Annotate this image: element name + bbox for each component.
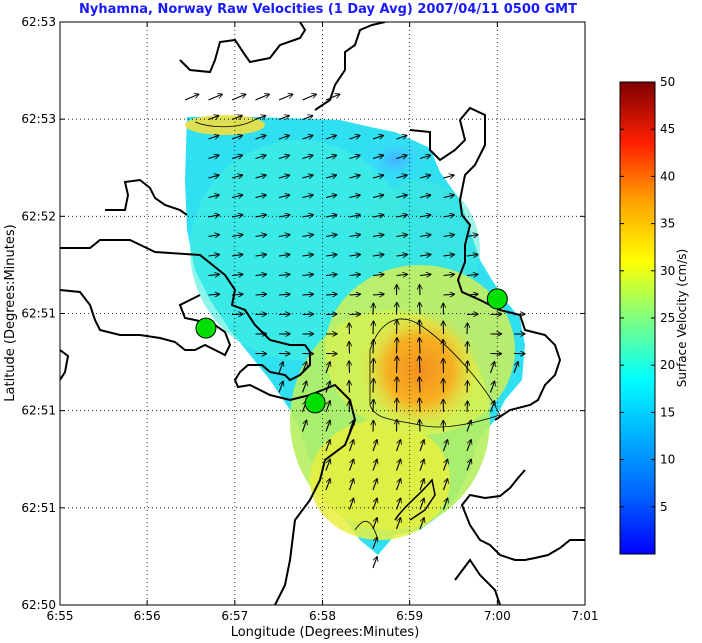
- velocity-arrow: [397, 356, 398, 373]
- velocity-arrow: [373, 379, 374, 393]
- velocity-arrow: [467, 381, 468, 393]
- y-tick-label: 62:52: [21, 209, 56, 223]
- x-tick-label: 6:58: [309, 609, 336, 623]
- velocity-arrow: [373, 359, 374, 373]
- colorbar-tick-label: 30: [660, 264, 675, 278]
- velocity-arrow: [419, 320, 420, 334]
- colorbar-tick-label: 20: [660, 358, 675, 372]
- radar-station-marker: [487, 289, 507, 309]
- x-tick-label: 6:57: [221, 609, 248, 623]
- velocity-arrow: [419, 377, 420, 393]
- y-tick-label: 62:51: [21, 501, 56, 515]
- x-axis-label: Longitude (Degrees:Minutes): [231, 625, 420, 639]
- velocity-arrow: [467, 342, 468, 354]
- colorbar-tick-label: 35: [660, 217, 675, 231]
- colorbar-tick-label: 45: [660, 122, 675, 136]
- velocity-arrow: [467, 361, 468, 373]
- x-tick-label: 6:59: [396, 609, 423, 623]
- colorbar-tick-label: 10: [660, 453, 675, 467]
- radar-station-marker: [305, 393, 325, 413]
- colorbar: [620, 82, 655, 554]
- velocity-arrow: [419, 356, 420, 373]
- colorbar-tick-label: 50: [660, 75, 675, 89]
- velocity-arrow: [373, 339, 374, 353]
- velocity-arrow: [419, 302, 420, 314]
- velocity-arrow: [419, 398, 420, 412]
- y-tick-label: 62:53: [21, 15, 56, 29]
- colorbar-label: Surface Velocity (cm/s): [675, 249, 689, 387]
- colorbar-tick-label: 15: [660, 405, 675, 419]
- x-tick-label: 7:01: [572, 609, 599, 623]
- x-tick-label: 7:00: [484, 609, 511, 623]
- y-tick-label: 62:51: [21, 307, 56, 321]
- chart-title: Nyhamna, Norway Raw Velocities (1 Day Av…: [79, 2, 577, 17]
- y-tick-label: 62:53: [21, 112, 56, 126]
- colorbar-tick-label: 25: [660, 311, 675, 325]
- velocity-arrow: [419, 338, 420, 354]
- radar-station-marker: [196, 318, 216, 338]
- y-axis-label: Latitude (Degrees:Minutes): [3, 224, 18, 401]
- y-tick-label: 62:50: [21, 598, 56, 612]
- y-tick-label: 62:51: [21, 404, 56, 418]
- colorbar-tick-label: 5: [660, 500, 668, 514]
- x-tick-label: 6:56: [134, 609, 161, 623]
- colorbar-tick-label: 40: [660, 169, 675, 183]
